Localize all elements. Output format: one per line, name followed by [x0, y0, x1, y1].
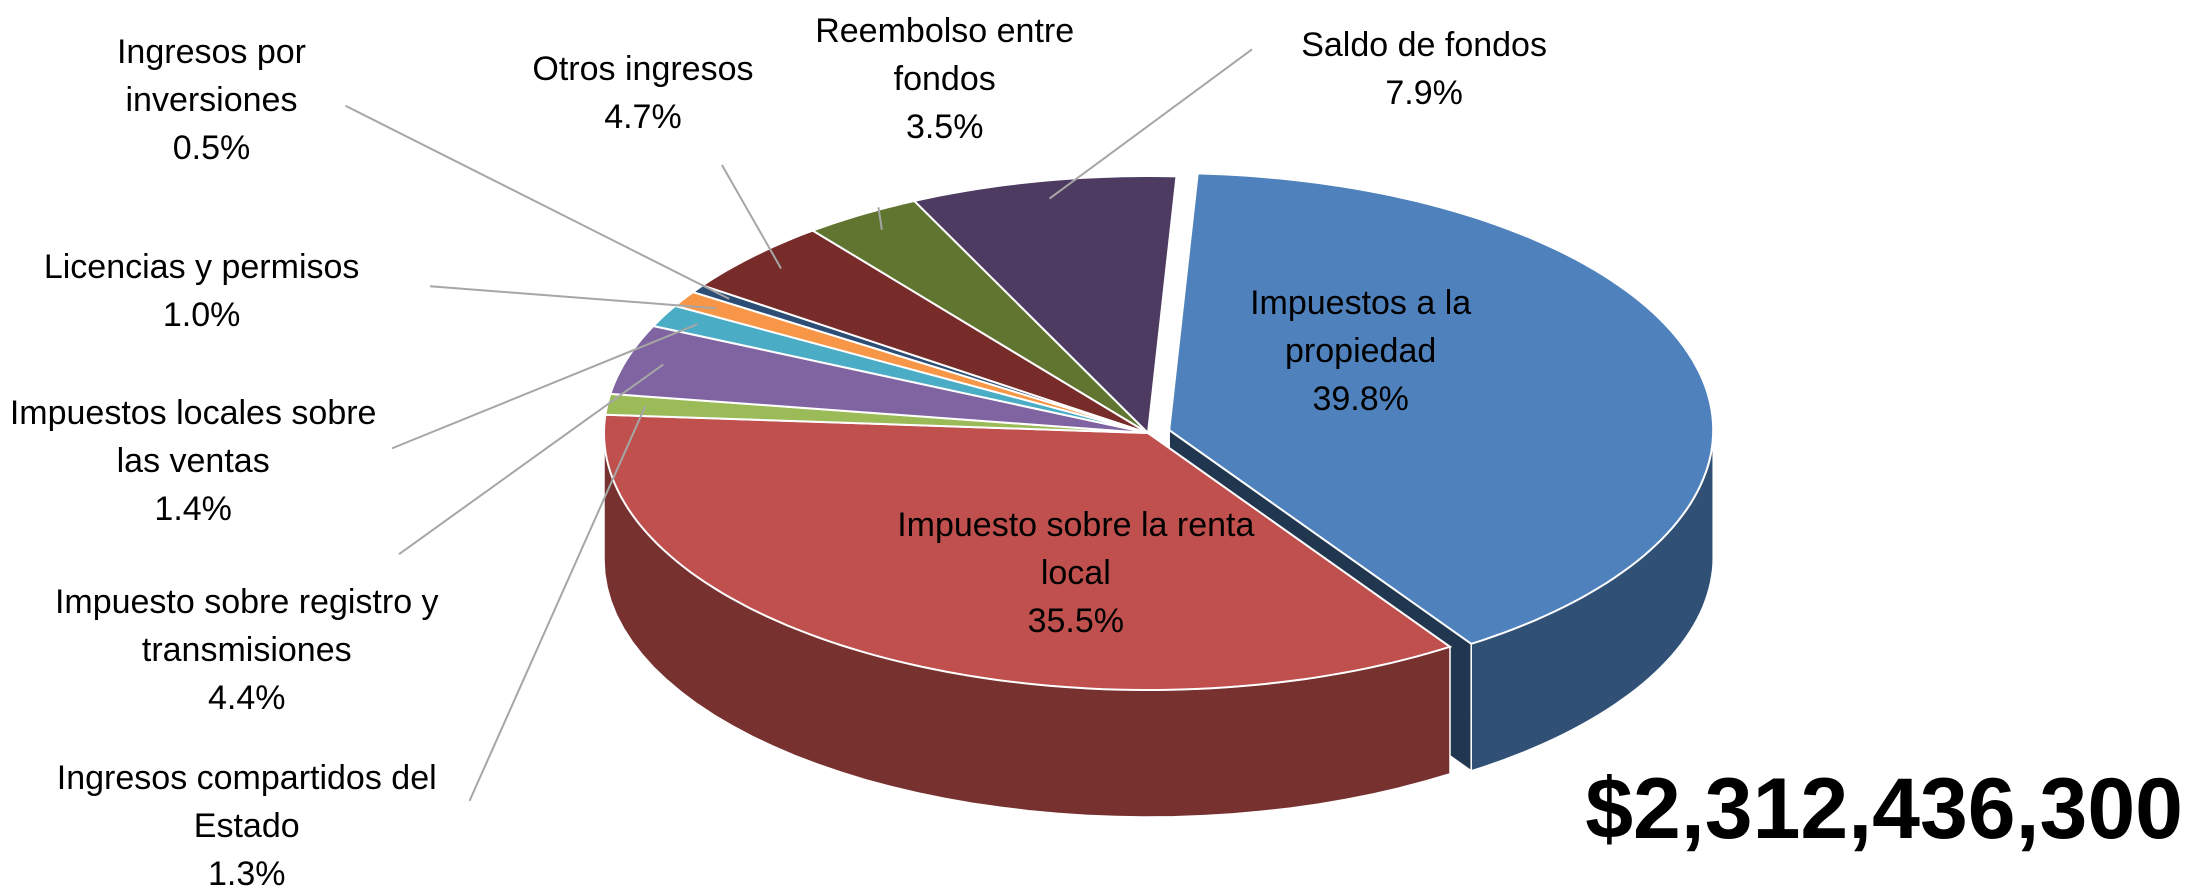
data-label: Impuestos a la propiedad 39.8% — [1199, 279, 1523, 423]
label-value: 3.5% — [905, 108, 984, 147]
label-name: Impuesto sobre registro y transmisiones — [54, 583, 439, 670]
label-name: Licencias y permisos — [43, 247, 360, 286]
label-value: 7.9% — [1385, 74, 1463, 113]
label-name: Otros ingresos — [532, 50, 754, 89]
leader-line — [398, 363, 664, 555]
label-name: Impuesto sobre la renta local — [897, 505, 1255, 592]
label-name: Impuestos a la propiedad — [1250, 284, 1472, 371]
label-value: 1.3% — [207, 855, 286, 891]
leader-line — [1048, 48, 1253, 200]
label-value: 35.5% — [1027, 601, 1125, 640]
total-amount: $2,312,436,300 — [1585, 761, 2183, 857]
slice — [602, 413, 1453, 691]
leader-line — [429, 285, 717, 310]
label-value: 1.0% — [162, 295, 241, 334]
slice — [608, 324, 1149, 434]
data-label: Licencias y permisos 1.0% — [0, 243, 434, 339]
data-label: Ingresos por inversiones 0.5% — [56, 28, 366, 172]
leader-line — [468, 405, 647, 802]
data-label: Saldo de fondos 7.9% — [1234, 21, 1615, 117]
slice — [1168, 172, 1715, 645]
slice — [912, 174, 1178, 436]
data-label: Impuesto sobre la renta local 35.5% — [893, 501, 1260, 645]
label-name: Ingresos compartidos del Estado — [56, 759, 437, 846]
data-label: Reembolso entre fondos 3.5% — [797, 7, 1093, 151]
leader-line — [345, 104, 730, 300]
leader-line — [877, 207, 883, 230]
leader-line — [391, 323, 699, 450]
data-label: Impuestos locales sobre las ventas 1.4% — [3, 389, 384, 533]
label-value: 4.7% — [604, 98, 682, 137]
label-name: Reembolso entre fondos — [815, 12, 1075, 99]
data-label: Impuesto sobre registro y transmisiones 4… — [0, 578, 501, 722]
label-value: 1.4% — [154, 490, 232, 529]
slice — [700, 229, 1149, 434]
data-label: Ingresos compartidos del Estado 1.3% — [21, 754, 472, 891]
label-value: 4.4% — [208, 679, 286, 718]
data-label: Otros ingresos 4.7% — [460, 45, 827, 141]
label-name: Impuestos locales sobre las ventas — [9, 394, 377, 481]
label-value: 39.8% — [1312, 380, 1409, 419]
label-name: Saldo de fondos — [1301, 26, 1547, 65]
slice — [810, 199, 1149, 434]
label-name: Ingresos por inversiones — [116, 33, 306, 120]
leader-line — [721, 164, 782, 269]
label-value: 0.5% — [172, 129, 251, 168]
